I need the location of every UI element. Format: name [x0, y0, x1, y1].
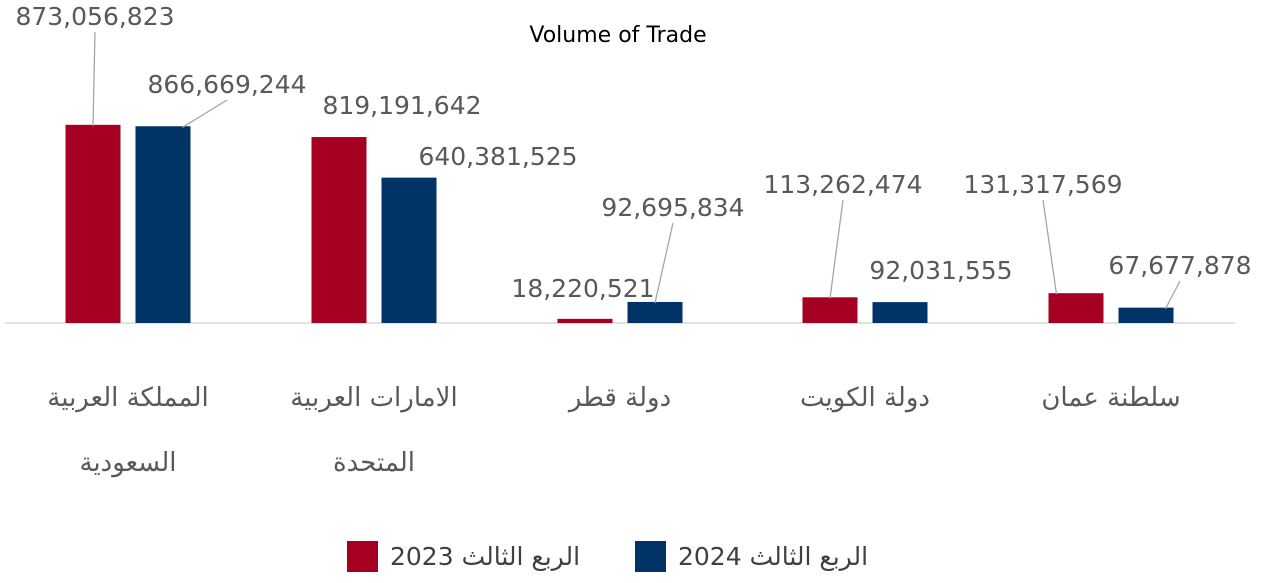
bar: [872, 302, 928, 323]
x-tick-label: سلطنة عمان: [1041, 383, 1181, 413]
leader-line: [654, 222, 674, 304]
x-tick-label: دولة قطر: [568, 383, 672, 413]
legend-swatch: [635, 540, 666, 572]
bar: [65, 124, 121, 323]
leader-line: [1164, 280, 1181, 309]
value-label: 92,695,834: [601, 193, 744, 222]
bar: [802, 297, 858, 323]
legend-item: الربع الثالث 2024: [635, 536, 868, 576]
x-tick-label: دولة الكويت: [800, 383, 930, 413]
value-label: 92,031,555: [869, 256, 1012, 285]
value-label: 819,191,642: [322, 91, 481, 120]
leader-line: [182, 99, 228, 128]
leader-line: [829, 199, 844, 299]
value-label: 873,056,823: [15, 2, 174, 31]
bar: [135, 126, 191, 323]
value-label: 113,262,474: [763, 170, 922, 199]
bar: [557, 318, 613, 323]
bar: [627, 301, 683, 323]
value-label: 131,317,569: [963, 170, 1122, 199]
value-label: 866,669,244: [147, 70, 306, 99]
bar: [311, 137, 367, 323]
leader-line: [92, 31, 96, 126]
value-label: 18,220,521: [511, 274, 654, 303]
bar: [1118, 307, 1174, 323]
value-label: 640,381,525: [418, 142, 577, 171]
chart-title: Volume of Trade: [529, 23, 706, 48]
x-tick-label: المملكة العربية السعودية: [47, 383, 209, 478]
legend-item: الربع الثالث 2023: [347, 536, 580, 576]
bar: [1048, 293, 1104, 323]
x-tick-label: الامارات العربية المتحدة: [290, 383, 458, 478]
legend-label: الربع الثالث 2023: [390, 541, 581, 571]
leader-line: [1042, 199, 1058, 295]
bar: [381, 177, 437, 323]
legend-label: الربع الثالث 2024: [678, 541, 869, 571]
value-label: 67,677,878: [1108, 251, 1251, 280]
legend-swatch: [347, 540, 378, 572]
